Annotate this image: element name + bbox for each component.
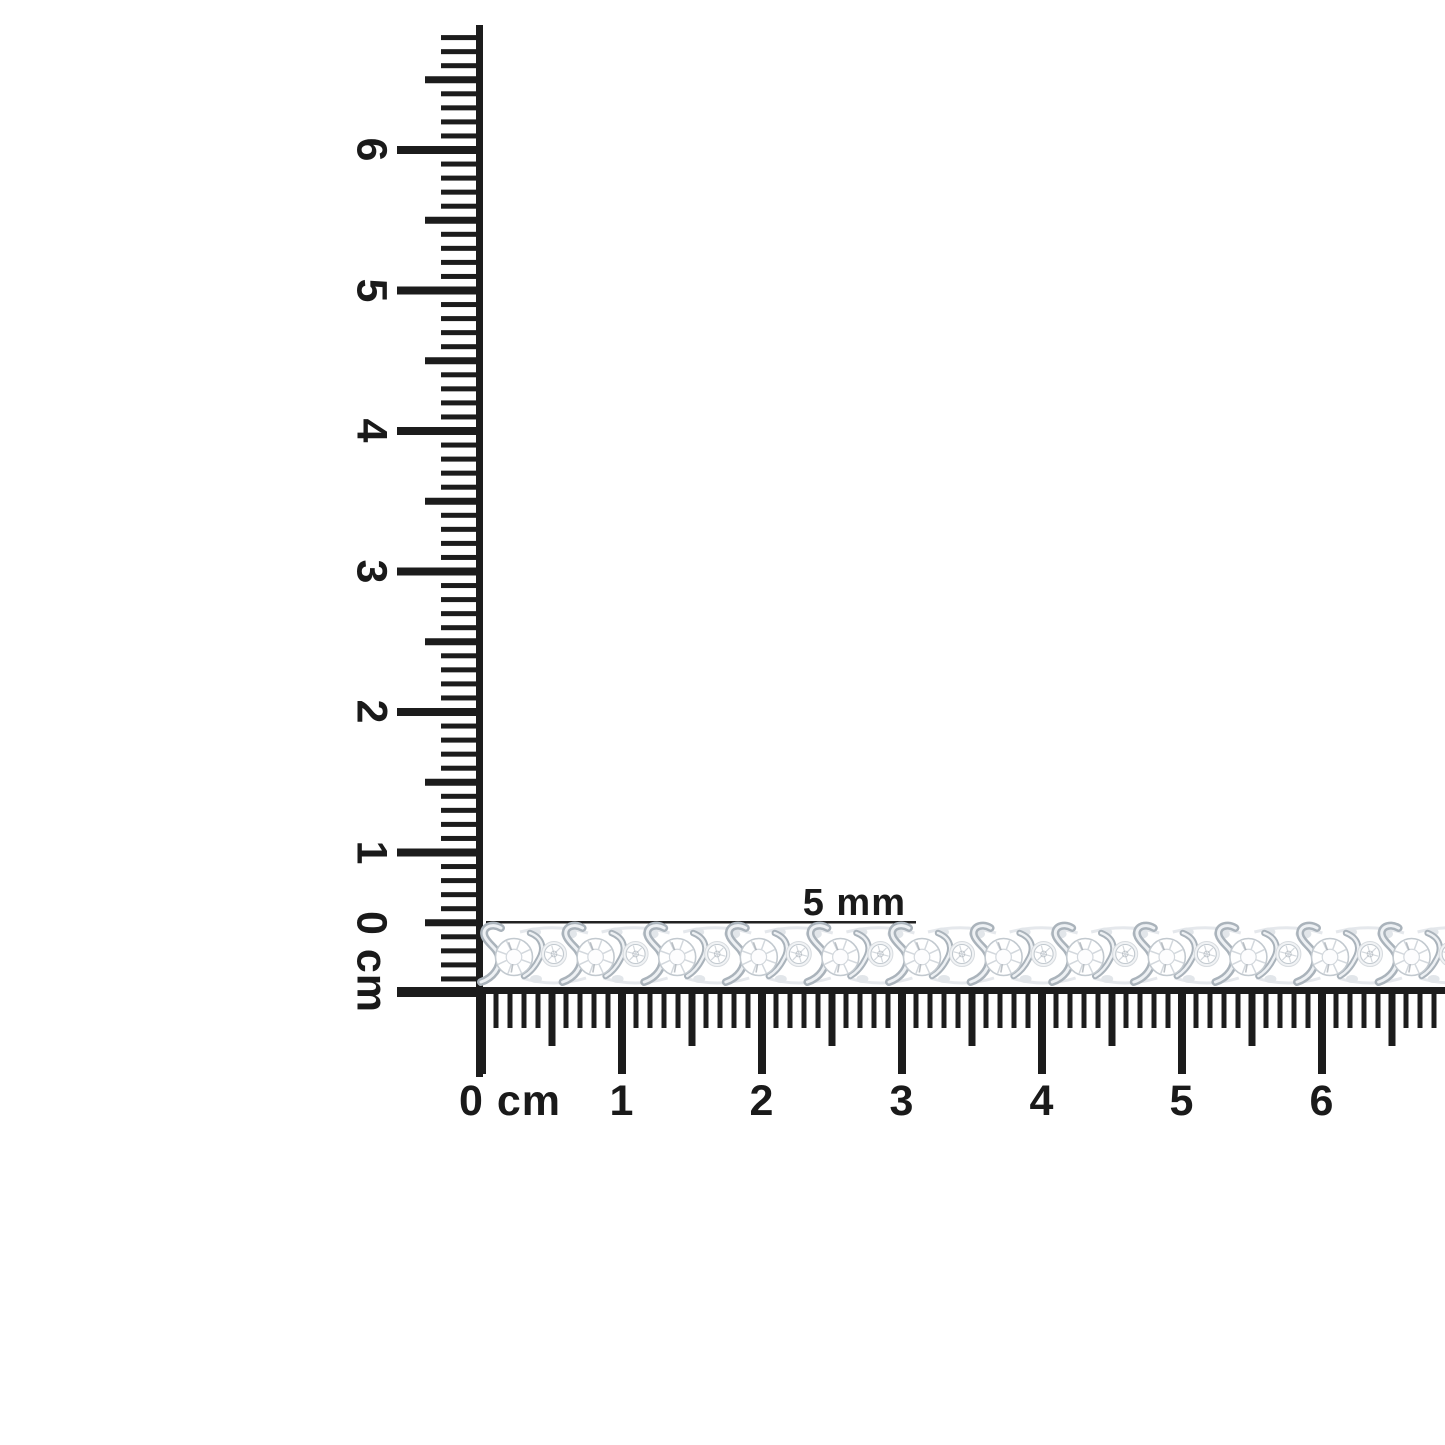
- bracelet-link-unit: [1048, 921, 1160, 986]
- bracelet-link-unit: [803, 921, 915, 986]
- size-annotation-label: 5 mm: [802, 882, 906, 924]
- bracelet-link-unit: [1211, 921, 1323, 986]
- bracelet: [477, 921, 1445, 986]
- bracelet-link-unit: [1374, 921, 1445, 986]
- bracelet-link-unit: [885, 921, 997, 986]
- bracelet-link-unit: [558, 921, 671, 986]
- diamond-small: [1441, 946, 1445, 962]
- bracelet-link-unit: [721, 921, 834, 986]
- bracelet-link-unit: [1293, 921, 1405, 986]
- size-annotation-line: [486, 921, 916, 924]
- bracelet-link-unit: [640, 921, 752, 986]
- ruler-horizontal: [397, 987, 1445, 1074]
- ruler-vertical: [397, 25, 483, 1077]
